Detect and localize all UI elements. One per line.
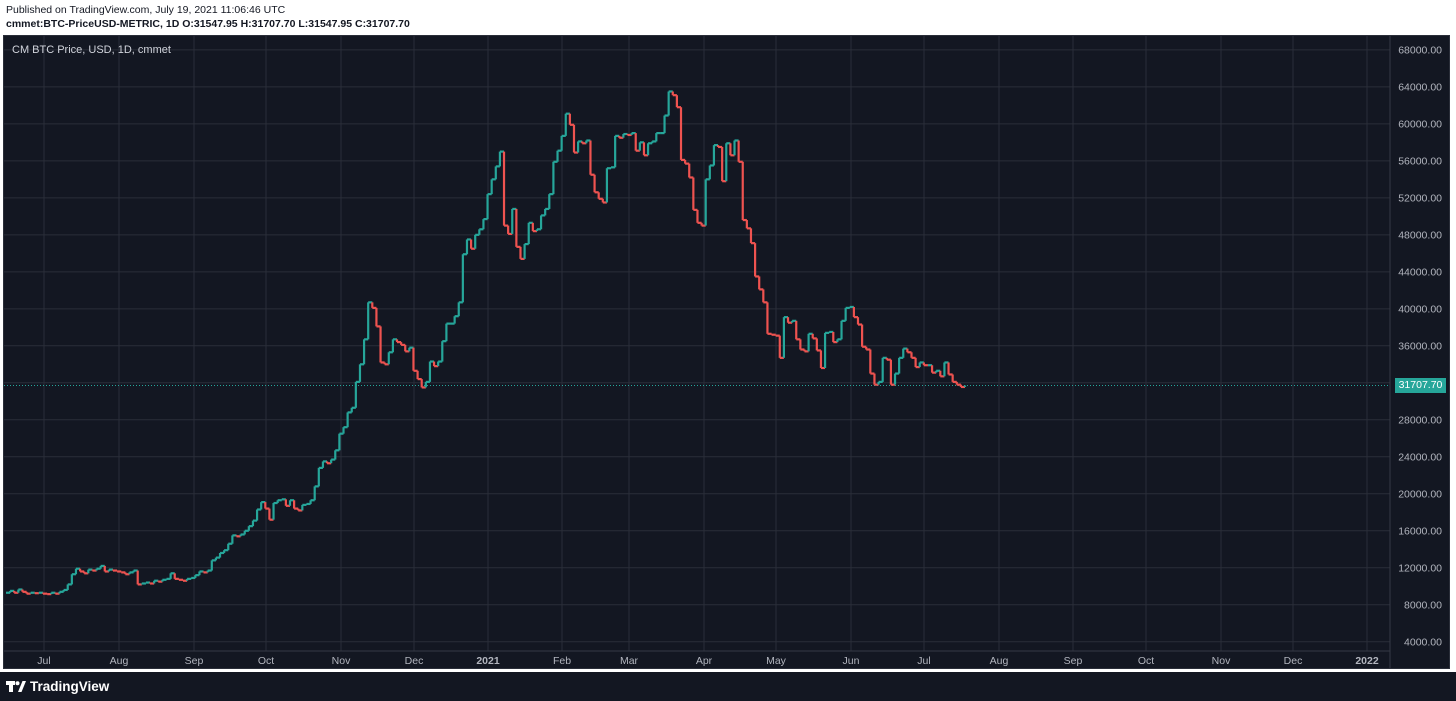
x-tick-label: Oct xyxy=(258,655,274,667)
x-tick-label: Aug xyxy=(990,655,1009,667)
y-tick-label: 44000.00 xyxy=(1398,266,1442,278)
y-tick-label: 12000.00 xyxy=(1398,562,1442,574)
y-tick-label: 68000.00 xyxy=(1398,44,1442,56)
x-tick-label: Apr xyxy=(696,655,713,667)
x-axis: Jul Aug Sep Oct Nov Dec 2021 Feb Mar Apr May Jun Jul… xyxy=(4,650,1390,667)
last-price-badge: 31707.70 xyxy=(1395,378,1446,393)
x-tick-label: Dec xyxy=(405,655,424,667)
x-tick-label: Jul xyxy=(37,655,50,667)
chart-frame[interactable] xyxy=(3,35,1450,669)
y-tick-label: 48000.00 xyxy=(1398,229,1442,241)
y-tick-label: 36000.00 xyxy=(1398,340,1442,352)
x-tick-label: Oct xyxy=(1138,655,1154,667)
x-tick-label: Sep xyxy=(1064,655,1083,667)
tradingview-logo-text: TradingView xyxy=(30,679,110,694)
y-axis: 68000.00 64000.00 60000.00 56000.00 52000.00… xyxy=(1389,36,1442,668)
x-tick-label: Dec xyxy=(1284,655,1303,667)
x-tick-label: 2021 xyxy=(476,655,500,667)
y-tick-label: 4000.00 xyxy=(1404,636,1442,648)
x-tick-label: Nov xyxy=(332,655,351,667)
x-tick-label: Aug xyxy=(110,655,129,667)
y-tick-label: 28000.00 xyxy=(1398,414,1442,426)
x-tick-label: Jun xyxy=(843,655,860,667)
x-tick-label: Jul xyxy=(917,655,930,667)
x-tick-label: Nov xyxy=(1212,655,1231,667)
y-tick-label: 56000.00 xyxy=(1398,155,1442,167)
y-tick-label: 8000.00 xyxy=(1404,599,1442,611)
x-tick-label: Sep xyxy=(185,655,204,667)
grid xyxy=(4,36,1390,651)
x-tick-label: 2022 xyxy=(1355,655,1379,667)
y-tick-label: 52000.00 xyxy=(1398,192,1442,204)
price-series xyxy=(6,90,967,596)
footer-bar: TradingView xyxy=(0,672,1456,701)
chart-header: Published on TradingView.com, July 19, 2… xyxy=(6,3,410,31)
x-tick-label: May xyxy=(766,655,787,667)
y-tick-label: 64000.00 xyxy=(1398,81,1442,93)
x-tick-label: Mar xyxy=(620,655,639,667)
x-tick-label: Feb xyxy=(553,655,571,667)
tradingview-logo[interactable]: TradingView xyxy=(6,679,109,694)
series-legend[interactable]: CM BTC Price, USD, 1D, cmmet xyxy=(12,44,171,56)
symbol-ohlc-line: cmmet:BTC-PriceUSD-METRIC, 1D O:31547.95… xyxy=(6,18,410,30)
y-tick-label: 40000.00 xyxy=(1398,303,1442,315)
y-tick-label: 60000.00 xyxy=(1398,118,1442,130)
y-tick-label: 24000.00 xyxy=(1398,451,1442,463)
y-tick-label: 20000.00 xyxy=(1398,488,1442,500)
tradingview-logo-icon xyxy=(6,681,26,692)
y-tick-label: 16000.00 xyxy=(1398,525,1442,537)
published-line: Published on TradingView.com, July 19, 2… xyxy=(6,4,286,16)
